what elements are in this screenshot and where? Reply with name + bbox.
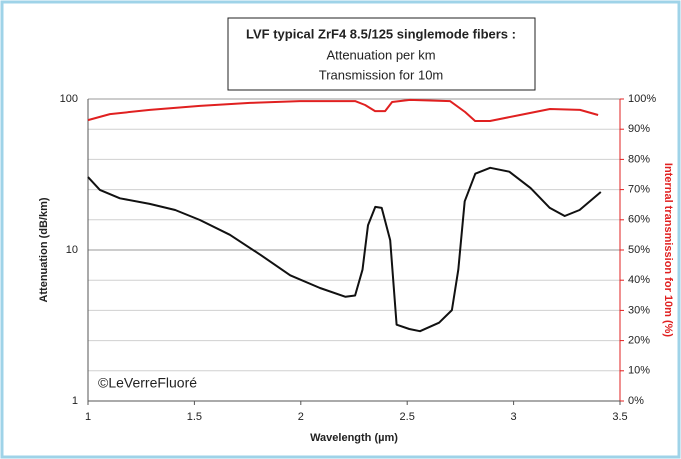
watermark: ©LeVerreFluoré (98, 375, 197, 391)
y2-tick-label: 100% (628, 93, 656, 105)
y2-tick-label: 60% (628, 214, 650, 226)
x-tick-label: 3 (511, 411, 517, 423)
y2-tick-label: 20% (628, 335, 650, 347)
y2-tick-label: 0% (628, 395, 644, 407)
chart-title: LVF typical ZrF4 8.5/125 singlemode fibe… (246, 26, 516, 41)
y2-tick-label: 80% (628, 153, 650, 165)
y-axis-title: Attenuation (dB/km) (38, 197, 50, 302)
chart: LVF typical ZrF4 8.5/125 singlemode fibe… (0, 0, 681, 459)
chart-subtitle: Attenuation per km (326, 47, 435, 62)
y2-axis-title: Internal transmission for 10m (%) (662, 163, 674, 338)
y2-tick-label: 10% (628, 365, 650, 377)
y2-tick-label: 50% (628, 244, 650, 256)
y2-tick-label: 30% (628, 304, 650, 316)
x-tick-label: 2 (298, 411, 304, 423)
chart-subtitle: Transmission for 10m (319, 67, 444, 82)
x-tick-label: 3.5 (612, 411, 627, 423)
x-tick-label: 2.5 (400, 411, 415, 423)
y-tick-label: 10 (66, 244, 78, 256)
y2-tick-label: 90% (628, 123, 650, 135)
x-axis-title: Wavelength (µm) (310, 432, 398, 444)
y2-tick-label: 70% (628, 184, 650, 196)
x-tick-label: 1 (85, 411, 91, 423)
y-tick-label: 100 (60, 93, 78, 105)
y-tick-label: 1 (72, 395, 78, 407)
x-tick-label: 1.5 (187, 411, 202, 423)
y2-tick-label: 40% (628, 274, 650, 286)
